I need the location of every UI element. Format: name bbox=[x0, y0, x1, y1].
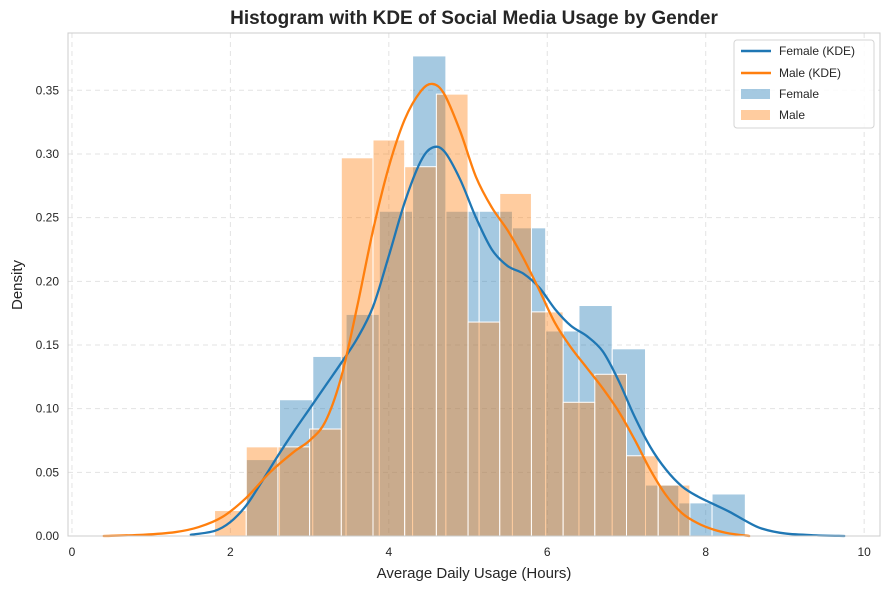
male-histogram-bar bbox=[467, 321, 501, 537]
y-tick-label: 0.25 bbox=[36, 211, 60, 225]
male-histogram-bar bbox=[404, 166, 437, 537]
kde-curves bbox=[102, 82, 846, 538]
female-histogram-bar bbox=[645, 484, 680, 537]
female-histogram-bar bbox=[412, 55, 447, 537]
y-tick-label: 0.10 bbox=[36, 402, 60, 416]
legend: Female (KDE) Male (KDE) Female Male bbox=[733, 39, 875, 129]
x-tick-label: 8 bbox=[702, 545, 709, 559]
male-histogram-bar bbox=[625, 455, 659, 537]
x-tick-label: 10 bbox=[857, 545, 871, 559]
male-histogram-bar bbox=[309, 428, 342, 537]
female-histogram-bar bbox=[678, 502, 713, 537]
female-kde-line bbox=[189, 145, 846, 538]
legend-box bbox=[733, 39, 875, 129]
legend-female-swatch bbox=[741, 89, 770, 99]
y-tick-label: 0.00 bbox=[36, 529, 60, 543]
grid bbox=[68, 33, 880, 537]
male-histogram-bar bbox=[340, 157, 374, 537]
legend-male-swatch bbox=[741, 110, 770, 120]
y-axis-ticks: 0.00 0.05 0.10 0.15 0.20 0.25 0.30 0.35 bbox=[36, 83, 60, 543]
chart-title: Histogram with KDE of Social Media Usage… bbox=[230, 8, 718, 29]
male-histogram-bar bbox=[435, 93, 469, 537]
x-tick-label: 2 bbox=[227, 545, 234, 559]
x-axis-ticks: 0 2 4 6 8 10 bbox=[69, 545, 872, 559]
male-histogram bbox=[214, 93, 691, 537]
y-tick-label: 0.20 bbox=[36, 274, 60, 288]
male-kde-line bbox=[102, 82, 751, 538]
female-histogram bbox=[245, 55, 746, 537]
legend-male-kde-label: Male (KDE) bbox=[779, 66, 841, 80]
female-histogram-bar bbox=[711, 493, 746, 537]
x-tick-label: 0 bbox=[69, 545, 76, 559]
legend-male-label: Male bbox=[779, 108, 805, 122]
legend-female-kde-label: Female (KDE) bbox=[779, 44, 855, 58]
legend-female-label: Female bbox=[779, 87, 819, 101]
x-tick-label: 6 bbox=[544, 545, 551, 559]
male-histogram-bar bbox=[562, 401, 596, 537]
y-tick-label: 0.30 bbox=[36, 147, 60, 161]
y-tick-label: 0.05 bbox=[36, 465, 60, 479]
plot-frame bbox=[67, 32, 881, 537]
male-histogram-bar bbox=[530, 311, 564, 537]
female-histogram-bar bbox=[445, 210, 480, 537]
x-tick-label: 4 bbox=[385, 545, 392, 559]
y-tick-label: 0.15 bbox=[36, 338, 60, 352]
x-axis-label: Average Daily Usage (Hours) bbox=[377, 565, 572, 582]
y-tick-label: 0.35 bbox=[36, 83, 60, 97]
y-axis-label: Density bbox=[9, 259, 26, 310]
male-histogram-bar bbox=[372, 139, 406, 537]
female-histogram-bar bbox=[545, 330, 580, 537]
